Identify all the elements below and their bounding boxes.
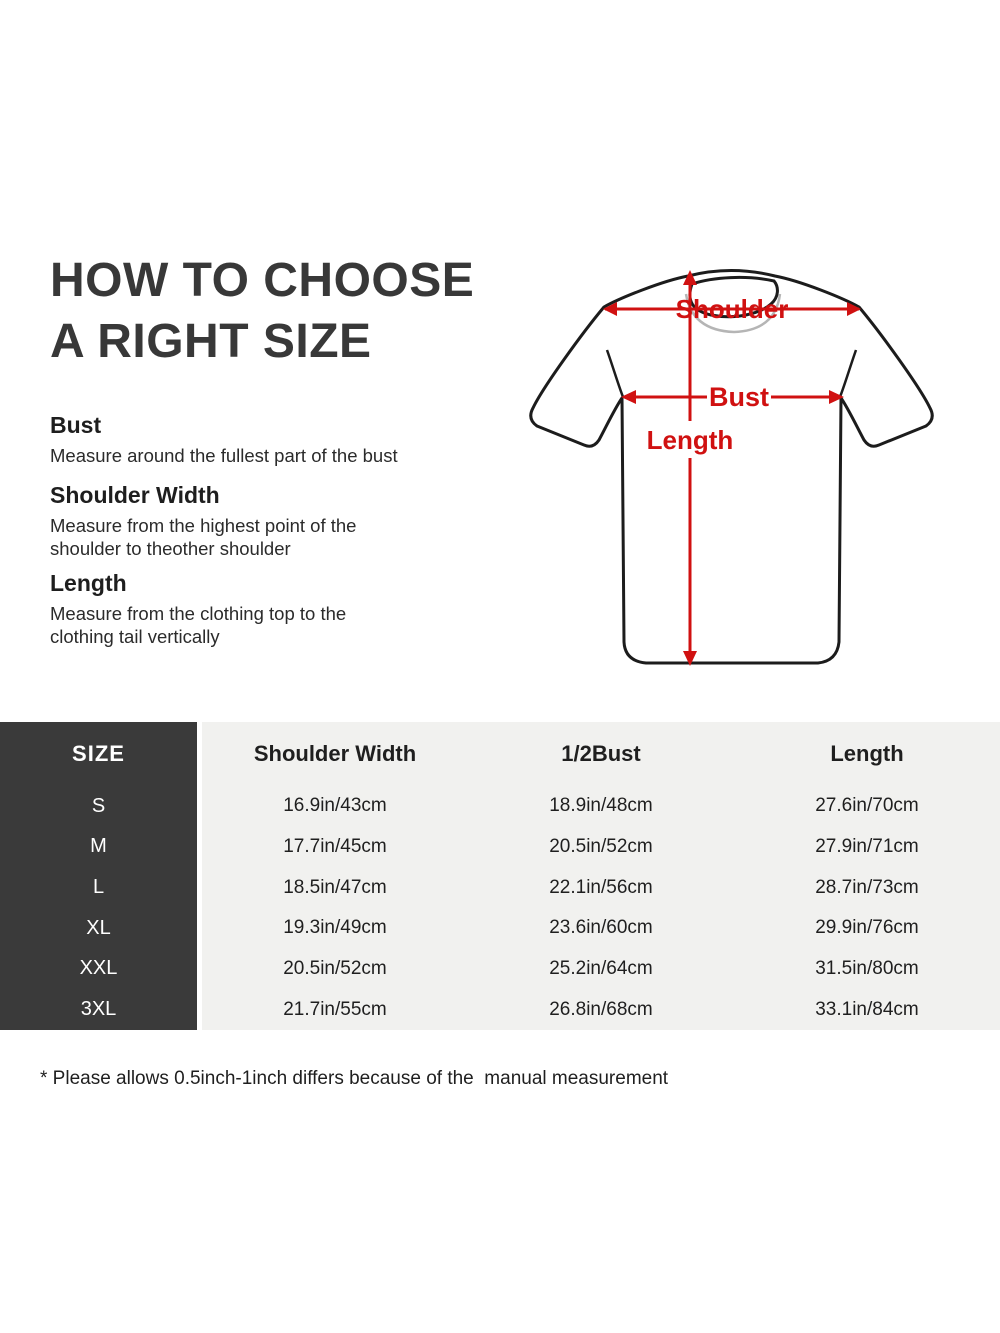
size-table-corner-header: SIZE: [0, 722, 202, 786]
instruction-bust-heading: Bust: [50, 412, 102, 438]
instruction-length: Length Measure from the clothing top to …: [50, 570, 450, 648]
size-label-l: L: [0, 867, 202, 908]
page-title-line2: A RIGHT SIZE: [50, 315, 372, 368]
instruction-shoulder-width: Shoulder Width Measure from the highest …: [50, 482, 450, 560]
tshirt-measure-diagram: Shoulder Bust Length: [515, 250, 955, 680]
table-cell: 27.9in/71cm: [734, 826, 1000, 868]
page-title-line1: HOW TO CHOOSE: [50, 254, 475, 307]
tshirt-outline: [529, 269, 934, 665]
table-cell: 19.3in/49cm: [202, 908, 468, 949]
collar-opening: [688, 275, 779, 319]
page-title: HOW TO CHOOSE A RIGHT SIZE: [50, 250, 474, 372]
length-arrowhead-top: [683, 270, 697, 285]
table-cell: 28.7in/73cm: [734, 867, 1000, 908]
instruction-bust: Bust Measure around the fullest part of …: [50, 412, 450, 467]
instruction-shoulder-body: Measure from the highest point of the sh…: [50, 515, 357, 559]
size-label-m: M: [0, 826, 202, 868]
length-arrow-label: Length: [647, 425, 734, 455]
table-cell: 22.1in/56cm: [468, 867, 734, 908]
size-label-s: S: [0, 786, 202, 827]
instruction-length-body: Measure from the clothing top to the clo…: [50, 603, 347, 647]
measurement-footnote: * Please allows 0.5inch-1inch differs be…: [40, 1068, 669, 1089]
table-cell: 16.9in/43cm: [202, 786, 468, 827]
table-cell: 29.9in/76cm: [734, 908, 1000, 949]
left-armpit-seam: [605, 349, 625, 398]
table-cell: 31.5in/80cm: [734, 948, 1000, 990]
right-armpit-seam: [838, 349, 858, 398]
table-cell: 26.8in/68cm: [468, 989, 734, 1030]
bust-arrow-label: Bust: [709, 382, 769, 412]
table-cell: 17.7in/45cm: [202, 826, 468, 868]
table-cell: 20.5in/52cm: [202, 948, 468, 990]
shoulder-arrowhead-right: [847, 302, 861, 316]
table-cell: 18.5in/47cm: [202, 867, 468, 908]
bust-arrowhead-left: [621, 390, 636, 404]
collar-shadow: [684, 293, 782, 334]
col-header-shoulder-width: Shoulder Width: [202, 722, 468, 786]
size-label-3xl: 3XL: [0, 989, 202, 1030]
col-header-length: Length: [734, 722, 1000, 786]
shoulder-arrow-label: Shoulder: [676, 294, 789, 324]
table-cell: 23.6in/60cm: [468, 908, 734, 949]
table-cell: 27.6in/70cm: [734, 786, 1000, 827]
table-cell: 21.7in/55cm: [202, 989, 468, 1030]
bust-arrowhead-right: [829, 390, 844, 404]
length-arrowhead-bottom: [683, 651, 697, 666]
table-cell: 25.2in/64cm: [468, 948, 734, 990]
tshirt-diagram-svg: Shoulder Bust Length: [529, 269, 934, 666]
shoulder-arrowhead-left: [603, 302, 617, 316]
instruction-shoulder-heading: Shoulder Width: [50, 482, 220, 508]
size-label-xl: XL: [0, 908, 202, 949]
table-cell: 20.5in/52cm: [468, 826, 734, 868]
col-header-half-bust: 1/2Bust: [468, 722, 734, 786]
size-label-xxl: XXL: [0, 948, 202, 990]
table-cell: 33.1in/84cm: [734, 989, 1000, 1030]
size-table: SIZE Shoulder Width 1/2Bust Length S 16.…: [0, 722, 1000, 1030]
instruction-length-heading: Length: [50, 570, 127, 596]
table-cell: 18.9in/48cm: [468, 786, 734, 827]
instruction-bust-body: Measure around the fullest part of the b…: [50, 445, 398, 466]
